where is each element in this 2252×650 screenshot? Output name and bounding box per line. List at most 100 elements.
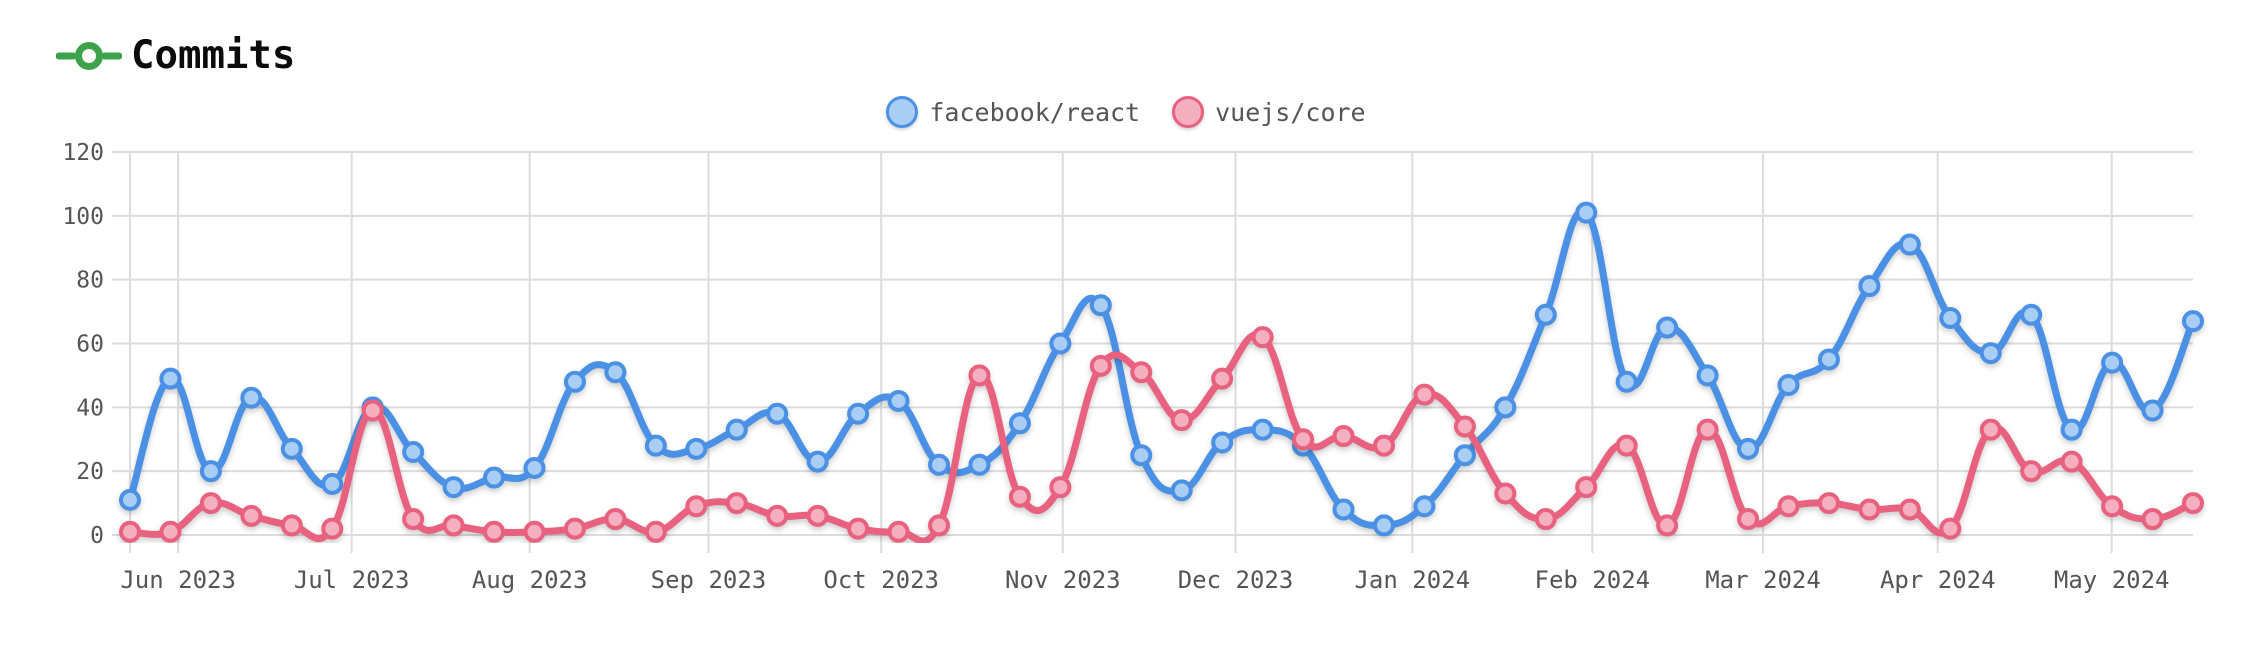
data-point-vuejs-core[interactable] xyxy=(1170,409,1193,432)
data-point-vuejs-core[interactable] xyxy=(442,514,465,537)
data-point-facebook-react[interactable] xyxy=(1372,514,1395,537)
data-point-vuejs-core[interactable] xyxy=(119,520,141,543)
data-point-facebook-react[interactable] xyxy=(725,418,748,441)
data-point-vuejs-core[interactable] xyxy=(402,508,425,531)
data-point-facebook-react[interactable] xyxy=(1211,431,1234,454)
data-point-facebook-react[interactable] xyxy=(2182,310,2204,333)
data-point-facebook-react[interactable] xyxy=(604,361,627,384)
data-point-facebook-react[interactable] xyxy=(1130,444,1153,467)
data-point-facebook-react[interactable] xyxy=(321,472,344,495)
data-point-vuejs-core[interactable] xyxy=(968,364,991,387)
data-point-facebook-react[interactable] xyxy=(1696,364,1719,387)
data-point-vuejs-core[interactable] xyxy=(523,520,546,543)
data-point-vuejs-core[interactable] xyxy=(1534,508,1557,531)
data-point-vuejs-core[interactable] xyxy=(1130,361,1153,384)
data-point-vuejs-core[interactable] xyxy=(1292,428,1315,451)
data-point-vuejs-core[interactable] xyxy=(806,504,829,527)
data-point-facebook-react[interactable] xyxy=(1251,418,1274,441)
data-point-facebook-react[interactable] xyxy=(1413,495,1436,518)
data-point-vuejs-core[interactable] xyxy=(1211,367,1234,390)
data-point-facebook-react[interactable] xyxy=(847,402,870,425)
data-point-vuejs-core[interactable] xyxy=(1737,508,1760,531)
data-point-vuejs-core[interactable] xyxy=(1575,476,1598,499)
data-point-vuejs-core[interactable] xyxy=(2182,492,2204,515)
data-point-vuejs-core[interactable] xyxy=(1372,434,1395,457)
data-point-facebook-react[interactable] xyxy=(2101,351,2124,374)
data-point-vuejs-core[interactable] xyxy=(2101,495,2124,518)
data-point-vuejs-core[interactable] xyxy=(1939,517,1962,540)
data-point-facebook-react[interactable] xyxy=(1049,332,1072,355)
data-point-vuejs-core[interactable] xyxy=(1453,415,1476,438)
data-point-facebook-react[interactable] xyxy=(563,370,586,393)
data-point-facebook-react[interactable] xyxy=(1453,444,1476,467)
data-point-vuejs-core[interactable] xyxy=(644,520,667,543)
data-point-vuejs-core[interactable] xyxy=(1494,482,1517,505)
data-point-facebook-react[interactable] xyxy=(2060,418,2083,441)
data-point-facebook-react[interactable] xyxy=(806,450,829,473)
data-point-facebook-react[interactable] xyxy=(1494,396,1517,419)
data-point-vuejs-core[interactable] xyxy=(685,495,708,518)
data-point-vuejs-core[interactable] xyxy=(1858,498,1881,521)
data-point-vuejs-core[interactable] xyxy=(2141,508,2164,531)
data-point-vuejs-core[interactable] xyxy=(1049,476,1072,499)
data-point-facebook-react[interactable] xyxy=(887,389,910,412)
data-point-facebook-react[interactable] xyxy=(1777,373,1800,396)
data-point-facebook-react[interactable] xyxy=(280,437,303,460)
data-point-facebook-react[interactable] xyxy=(1898,233,1921,256)
data-point-facebook-react[interactable] xyxy=(1737,437,1760,460)
data-point-vuejs-core[interactable] xyxy=(1251,326,1274,349)
data-point-vuejs-core[interactable] xyxy=(1089,354,1112,377)
data-point-facebook-react[interactable] xyxy=(1534,303,1557,326)
data-point-vuejs-core[interactable] xyxy=(1898,498,1921,521)
data-point-vuejs-core[interactable] xyxy=(240,504,263,527)
data-point-facebook-react[interactable] xyxy=(2141,399,2164,422)
data-point-vuejs-core[interactable] xyxy=(1696,418,1719,441)
data-point-vuejs-core[interactable] xyxy=(2060,450,2083,473)
data-point-facebook-react[interactable] xyxy=(1615,370,1638,393)
data-point-facebook-react[interactable] xyxy=(766,402,789,425)
legend-item-vuejs-core[interactable]: vuejs/core xyxy=(1172,96,1366,128)
data-point-facebook-react[interactable] xyxy=(1858,275,1881,298)
data-point-facebook-react[interactable] xyxy=(523,456,546,479)
data-point-vuejs-core[interactable] xyxy=(159,520,182,543)
data-point-vuejs-core[interactable] xyxy=(1656,514,1679,537)
data-point-facebook-react[interactable] xyxy=(644,434,667,457)
data-point-vuejs-core[interactable] xyxy=(1332,425,1355,448)
data-point-vuejs-core[interactable] xyxy=(483,520,506,543)
data-point-facebook-react[interactable] xyxy=(159,367,182,390)
data-point-vuejs-core[interactable] xyxy=(1777,495,1800,518)
data-point-vuejs-core[interactable] xyxy=(361,399,384,422)
data-point-facebook-react[interactable] xyxy=(1170,479,1193,502)
data-point-facebook-react[interactable] xyxy=(968,453,991,476)
data-point-vuejs-core[interactable] xyxy=(199,492,222,515)
data-point-vuejs-core[interactable] xyxy=(1817,492,1840,515)
data-point-facebook-react[interactable] xyxy=(2020,303,2043,326)
data-point-facebook-react[interactable] xyxy=(1656,316,1679,339)
data-point-facebook-react[interactable] xyxy=(442,476,465,499)
data-point-vuejs-core[interactable] xyxy=(604,508,627,531)
data-point-facebook-react[interactable] xyxy=(1089,294,1112,317)
data-point-vuejs-core[interactable] xyxy=(766,504,789,527)
data-point-facebook-react[interactable] xyxy=(1008,412,1031,435)
legend-item-facebook-react[interactable]: facebook/react xyxy=(886,96,1140,128)
data-point-vuejs-core[interactable] xyxy=(563,517,586,540)
data-point-vuejs-core[interactable] xyxy=(280,514,303,537)
data-point-facebook-react[interactable] xyxy=(119,488,141,511)
data-point-vuejs-core[interactable] xyxy=(887,520,910,543)
data-point-vuejs-core[interactable] xyxy=(1008,485,1031,508)
data-point-facebook-react[interactable] xyxy=(1939,306,1962,329)
data-point-facebook-react[interactable] xyxy=(928,453,951,476)
data-point-vuejs-core[interactable] xyxy=(2020,460,2043,483)
data-point-vuejs-core[interactable] xyxy=(847,517,870,540)
data-point-vuejs-core[interactable] xyxy=(928,514,951,537)
data-point-facebook-react[interactable] xyxy=(199,460,222,483)
data-point-vuejs-core[interactable] xyxy=(1979,418,2002,441)
data-point-vuejs-core[interactable] xyxy=(725,492,748,515)
data-point-facebook-react[interactable] xyxy=(1979,342,2002,365)
data-point-vuejs-core[interactable] xyxy=(1413,383,1436,406)
data-point-vuejs-core[interactable] xyxy=(1615,434,1638,457)
data-point-facebook-react[interactable] xyxy=(240,386,263,409)
data-point-facebook-react[interactable] xyxy=(685,437,708,460)
data-point-facebook-react[interactable] xyxy=(1575,201,1598,224)
